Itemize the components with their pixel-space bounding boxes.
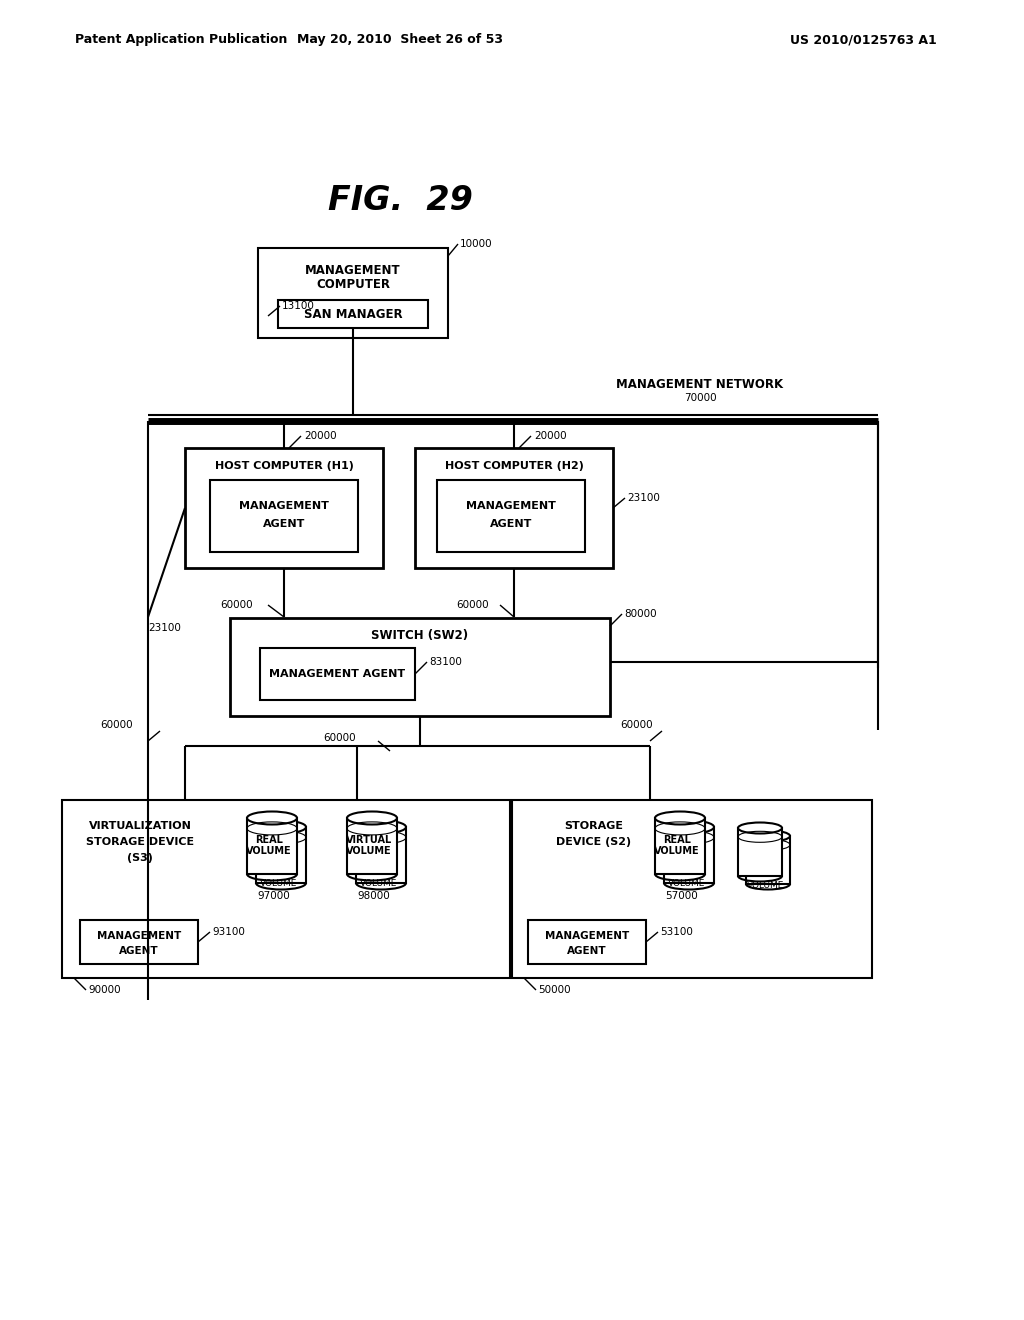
Text: MANAGEMENT: MANAGEMENT [466,502,556,511]
Bar [185,447,383,568]
Ellipse shape [347,812,397,825]
Bar [415,447,613,568]
Text: 13100: 13100 [282,301,314,312]
Bar [347,818,397,874]
Text: 57000: 57000 [666,891,698,902]
Text: MANAGEMENT NETWORK: MANAGEMENT NETWORK [616,379,783,392]
Text: 80000: 80000 [624,609,656,619]
Text: STORAGE: STORAGE [564,821,624,832]
Ellipse shape [256,821,306,833]
Ellipse shape [655,812,705,825]
Ellipse shape [247,812,297,825]
Bar [738,828,782,876]
Text: AGENT: AGENT [489,519,532,529]
Text: 83100: 83100 [429,657,462,667]
Text: VOLUME: VOLUME [246,846,292,855]
Text: HOST COMPUTER (H1): HOST COMPUTER (H1) [215,461,353,471]
Text: AGENT: AGENT [119,946,159,956]
Text: 60000: 60000 [100,719,133,730]
Bar [437,480,585,552]
Bar [247,818,297,874]
Text: 20000: 20000 [304,432,337,441]
Text: MANAGEMENT: MANAGEMENT [545,931,629,941]
Text: 98000: 98000 [357,891,390,902]
Bar [260,648,415,700]
Bar [258,248,449,338]
Bar [746,836,790,884]
Ellipse shape [356,821,406,833]
Text: 97000: 97000 [258,891,291,902]
Text: Patent Application Publication: Patent Application Publication [75,33,288,46]
Text: VOLUME: VOLUME [669,879,706,887]
Bar [528,920,646,964]
Text: 23100: 23100 [148,623,181,634]
Text: 53100: 53100 [660,927,693,937]
Text: 23100: 23100 [627,492,659,503]
Text: 60000: 60000 [620,719,652,730]
Text: 90000: 90000 [88,985,121,995]
Text: AGENT: AGENT [567,946,607,956]
Text: VIRTUALIZATION: VIRTUALIZATION [88,821,191,832]
Bar [256,828,306,883]
Bar [230,618,610,715]
Text: MANAGEMENT: MANAGEMENT [97,931,181,941]
Text: VOLUME: VOLUME [360,879,397,887]
Bar [62,800,510,978]
Bar [664,828,714,883]
Text: REAL: REAL [255,836,283,845]
Text: (S3): (S3) [127,853,153,863]
Bar [512,800,872,978]
Text: 70000: 70000 [684,393,717,403]
Ellipse shape [746,830,790,842]
Text: MANAGEMENT: MANAGEMENT [305,264,400,276]
Text: HOST COMPUTER (H2): HOST COMPUTER (H2) [444,461,584,471]
Bar [278,300,428,327]
Text: FIG.  29: FIG. 29 [328,183,472,216]
Text: 20000: 20000 [534,432,566,441]
Text: SWITCH (SW2): SWITCH (SW2) [372,630,469,643]
Text: 60000: 60000 [324,733,356,743]
Text: MANAGEMENT: MANAGEMENT [239,502,329,511]
Bar [356,828,406,883]
Bar [655,818,705,874]
Text: 50000: 50000 [538,985,570,995]
Bar [80,920,198,964]
Text: VOLUME: VOLUME [748,882,784,891]
Text: May 20, 2010  Sheet 26 of 53: May 20, 2010 Sheet 26 of 53 [297,33,503,46]
Text: STORAGE DEVICE: STORAGE DEVICE [86,837,195,847]
Text: REAL: REAL [664,836,691,845]
Text: US 2010/0125763 A1: US 2010/0125763 A1 [790,33,937,46]
Text: MANAGEMENT AGENT: MANAGEMENT AGENT [269,669,406,678]
Text: DEVICE (S2): DEVICE (S2) [556,837,632,847]
Text: VOLUME: VOLUME [346,846,392,855]
Text: 60000: 60000 [220,601,253,610]
Bar [210,480,358,552]
Text: AGENT: AGENT [263,519,305,529]
Ellipse shape [664,821,714,833]
Text: VIRTUAL: VIRTUAL [346,836,392,845]
Ellipse shape [738,822,782,833]
Text: SAN MANAGER: SAN MANAGER [304,308,402,321]
Text: 10000: 10000 [460,239,493,249]
Text: COMPUTER: COMPUTER [316,279,390,292]
Text: VOLUME: VOLUME [654,846,699,855]
Text: 93100: 93100 [212,927,245,937]
Text: 60000: 60000 [456,601,488,610]
Text: VOLUME: VOLUME [260,879,298,887]
